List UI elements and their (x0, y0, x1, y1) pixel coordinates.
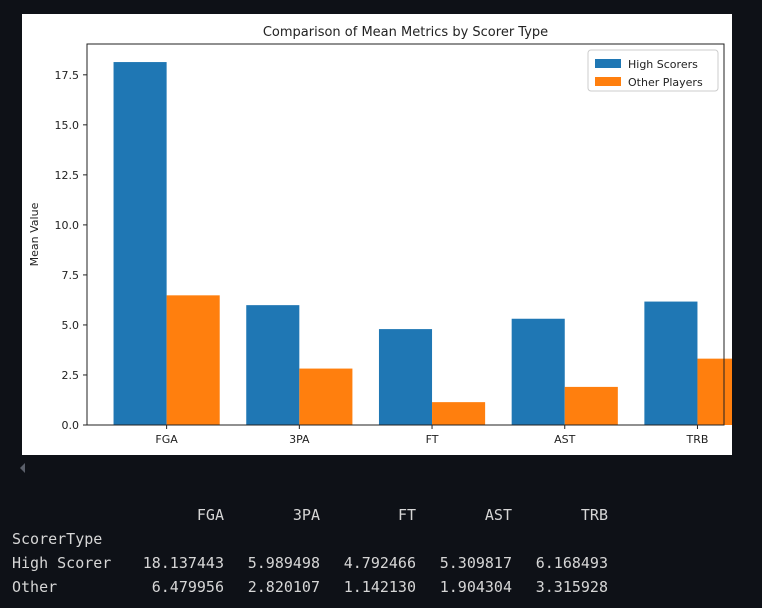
bar-high-scorers-ast (511, 318, 565, 425)
table-row: Other 6.479956 2.820107 1.142130 1.90430… (12, 575, 752, 599)
table-cell: 5.309817 (439, 554, 512, 572)
x-tick-label: TRB (685, 433, 708, 446)
scroll-left-icon[interactable] (20, 463, 25, 473)
table-row: High Scorer 18.137443 5.989498 4.792466 … (12, 551, 752, 575)
index-name: ScorerType (12, 530, 103, 548)
bar-high-scorers-3pa (246, 305, 300, 425)
dataframe-output: FGA 3PA FT AST TRB ScorerType High Score… (12, 503, 752, 599)
bar-other-players-ft (432, 402, 486, 425)
x-tick-label: AST (554, 433, 576, 446)
table-cell: 4.792466 (343, 554, 416, 572)
y-tick-label: 0.0 (62, 419, 80, 432)
table-cell: 1.142130 (343, 578, 416, 596)
y-tick-label: 7.5 (62, 269, 80, 282)
chart-title: Comparison of Mean Metrics by Scorer Typ… (263, 25, 548, 40)
plot-frame (86, 43, 725, 426)
table-cell: 18.137443 (142, 554, 224, 572)
bar-high-scorers-ft (378, 329, 433, 425)
table-cell: 6.168493 (535, 554, 608, 572)
bar-other-players-trb (697, 358, 732, 425)
row-label: Other (12, 578, 58, 596)
table-cell: 1.904304 (439, 578, 512, 596)
bar-other-players-3pa (299, 368, 353, 425)
legend-swatch (595, 77, 621, 86)
y-tick-label: 2.5 (62, 369, 80, 382)
column-header: FGA (196, 506, 224, 524)
bar-high-scorers-fga (113, 62, 167, 426)
y-tick-label: 10.0 (55, 219, 80, 232)
index-name-row: ScorerType (12, 527, 752, 551)
y-tick-label: 15.0 (55, 119, 80, 132)
row-label: High Scorer (12, 554, 112, 572)
y-axis-label: Mean Value (28, 202, 41, 266)
y-tick-label: 12.5 (55, 169, 80, 182)
legend-swatch (595, 59, 621, 68)
table-header-row: FGA 3PA FT AST TRB (12, 503, 752, 527)
column-header: TRB (580, 506, 608, 524)
chart-figure: 0.0 2.5 5.0 7.5 10.0 12.5 15.0 17.5 FGA 3PA FT AST T… (22, 14, 732, 455)
x-tick-label: FGA (155, 433, 178, 446)
bar-high-scorers-trb (644, 301, 698, 425)
column-header: AST (484, 506, 512, 524)
y-tick-label: 17.5 (55, 69, 80, 82)
x-tick-label: FT (426, 433, 439, 446)
x-tick-label: 3PA (289, 433, 310, 446)
column-header: 3PA (292, 506, 320, 524)
table-cell: 5.989498 (247, 554, 320, 572)
table-cell: 6.479956 (151, 578, 224, 596)
bar-chart: 0.0 2.5 5.0 7.5 10.0 12.5 15.0 17.5 FGA 3PA FT AST T… (28, 25, 732, 446)
bar-other-players-fga (166, 295, 220, 425)
y-tick-label: 5.0 (62, 319, 80, 332)
bar-other-players-ast (564, 386, 618, 425)
table-cell: 2.820107 (247, 578, 320, 596)
legend-entry: Other Players (628, 76, 703, 89)
legend-entry: High Scorers (628, 58, 698, 71)
column-header: FT (397, 506, 416, 524)
table-cell: 3.315928 (535, 578, 608, 596)
